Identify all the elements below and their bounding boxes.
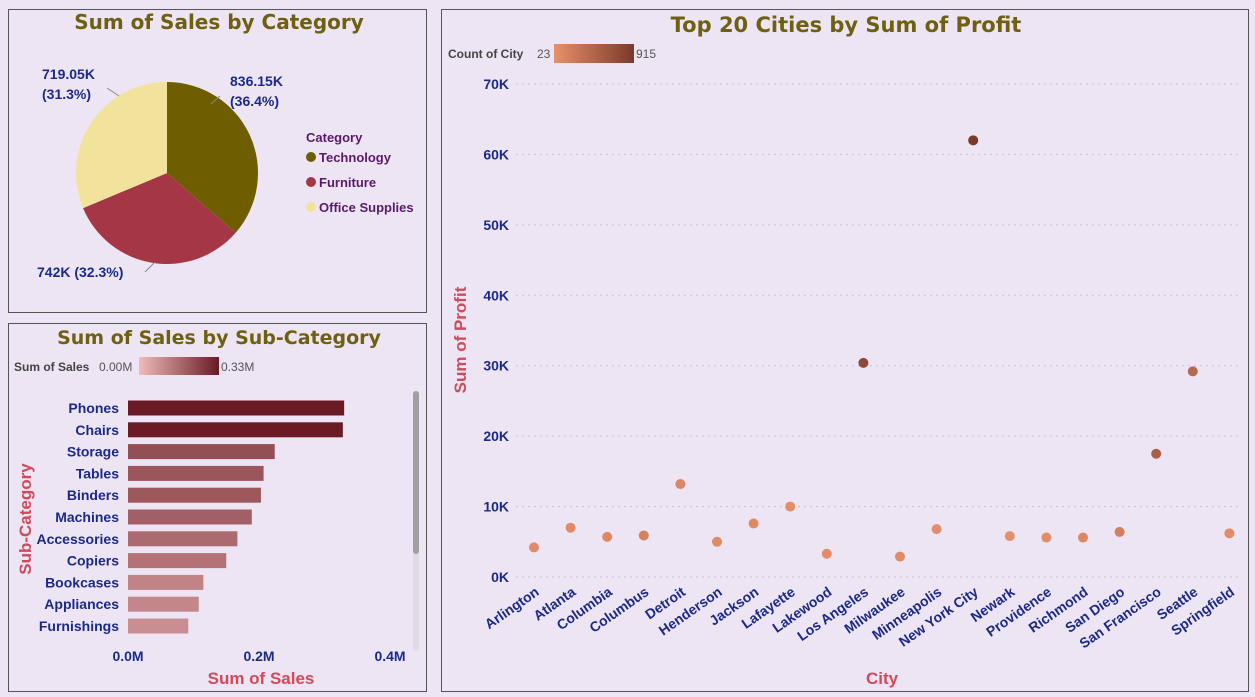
bar-chart-panel: Sum of Sales by Sub-Category Sum of Sale… — [8, 323, 427, 692]
pie-data-label-percent: (36.4%) — [230, 93, 279, 109]
scatter-point-seattle[interactable] — [1187, 366, 1198, 377]
scrollbar-thumb[interactable] — [413, 391, 419, 554]
pie-legend-marker — [306, 177, 316, 187]
bar-legend-min: 0.00M — [99, 360, 132, 374]
pie-legend-marker — [306, 152, 316, 162]
pie-data-label: 719.05K — [42, 66, 95, 82]
bar-machines[interactable] — [128, 509, 252, 525]
pie-slice-technology[interactable] — [167, 82, 259, 233]
bar-y-axis-title: Sub-Category — [16, 463, 35, 575]
scatter-point-lafayette[interactable] — [785, 501, 796, 512]
scatter-y-tick: 60K — [483, 146, 509, 162]
bar-category-label: Chairs — [75, 422, 119, 438]
scatter-legend-gradient — [554, 44, 634, 63]
scatter-point-columbia[interactable] — [602, 531, 613, 542]
pie-title: Sum of Sales by Category — [74, 10, 364, 34]
scatter-point-atlanta[interactable] — [565, 522, 576, 533]
scatter-y-tick: 0K — [491, 569, 509, 585]
pie-legend-item[interactable]: Office Supplies — [319, 200, 414, 215]
bar-phones[interactable] — [128, 400, 345, 416]
bar-chairs[interactable] — [128, 422, 343, 438]
scatter-point-milwaukee[interactable] — [895, 551, 905, 562]
bar-category-label: Furnishings — [39, 618, 119, 634]
scatter-y-tick: 30K — [483, 358, 509, 374]
bar-title: Sum of Sales by Sub-Category — [57, 327, 381, 349]
scatter-point-henderson[interactable] — [712, 536, 722, 547]
bar-x-tick: 0.2M — [243, 648, 274, 664]
pie-leader-line — [144, 261, 156, 273]
bar-binders[interactable] — [128, 487, 261, 503]
scatter-legend-max: 915 — [636, 47, 656, 61]
bar-category-label: Binders — [67, 487, 119, 503]
scatter-point-jackson[interactable] — [748, 518, 759, 529]
pie-legend-title: Category — [306, 130, 363, 145]
bar-x-tick: 0.0M — [112, 648, 143, 664]
bar-category-label: Accessories — [36, 531, 119, 547]
bar-x-tick: 0.4M — [374, 648, 405, 664]
scatter-point-newark[interactable] — [1004, 531, 1015, 542]
scatter-point-los-angeles[interactable] — [858, 357, 869, 368]
pie-data-label: 836.15K — [230, 73, 283, 89]
pie-chart: Sum of Sales by Category 836.15K (36.4%) 7… — [37, 10, 414, 280]
scatter-point-lakewood[interactable] — [821, 548, 832, 559]
pie-slice-office-supplies[interactable] — [76, 82, 167, 209]
pie-chart-panel: Sum of Sales by Category 836.15K (36.4%) 7… — [8, 9, 427, 313]
pie-legend-item[interactable]: Furniture — [319, 175, 376, 190]
scatter-legend-min: 23 — [537, 47, 551, 61]
scatter-point-richmond[interactable] — [1078, 532, 1088, 543]
scatter-point-providence[interactable] — [1041, 532, 1052, 543]
bar-x-axis-title: Sum of Sales — [208, 669, 315, 688]
bar-appliances[interactable] — [128, 596, 199, 612]
bar-legend-max: 0.33M — [221, 360, 254, 374]
scatter-point-san-francisco[interactable] — [1151, 448, 1162, 459]
bar-category-label: Bookcases — [45, 574, 119, 590]
scatter-y-tick: 10K — [483, 499, 509, 515]
pie-leader-line — [210, 95, 221, 105]
bar-category-label: Appliances — [44, 596, 119, 612]
bar-furnishings[interactable] — [128, 618, 189, 634]
scatter-y-tick: 50K — [483, 217, 509, 233]
scatter-point-new-york-city[interactable] — [968, 135, 979, 146]
bar-category-label: Storage — [67, 444, 119, 460]
bar-legend-label: Sum of Sales — [14, 360, 90, 374]
pie-legend-marker — [306, 202, 316, 212]
scatter-x-axis-title: City — [866, 669, 899, 688]
scatter-chart-panel: Top 20 Cities by Sum of Profit Count of … — [441, 9, 1249, 692]
scatter-y-axis-title: Sum of Profit — [451, 286, 470, 393]
scatter-legend-label: Count of City — [448, 47, 524, 61]
bar-category-label: Copiers — [67, 553, 119, 569]
pie-data-label-percent: (31.3%) — [42, 86, 91, 102]
pie-legend-item[interactable]: Technology — [319, 150, 392, 165]
bar-copiers[interactable] — [128, 553, 227, 569]
pie-leader-line — [106, 87, 120, 97]
bar-category-label: Phones — [68, 400, 119, 416]
bar-legend-gradient — [139, 357, 219, 375]
bar-category-label: Machines — [55, 509, 119, 525]
scatter-point-springfield[interactable] — [1224, 528, 1235, 539]
bar-chart: Sum of Sales by Sub-Category Sum of Sale… — [14, 327, 419, 688]
scatter-point-san-diego[interactable] — [1114, 526, 1125, 537]
scatter-point-minneapolis[interactable] — [931, 524, 942, 535]
scatter-point-detroit[interactable] — [675, 479, 686, 490]
bar-accessories[interactable] — [128, 531, 238, 547]
scatter-y-tick: 40K — [483, 287, 509, 303]
scatter-point-arlington[interactable] — [529, 542, 539, 553]
bar-tables[interactable] — [128, 465, 264, 481]
bar-storage[interactable] — [128, 444, 275, 460]
scatter-y-tick: 20K — [483, 428, 509, 444]
pie-data-label: 742K (32.3%) — [37, 264, 123, 280]
scatter-chart: Top 20 Cities by Sum of Profit Count of … — [448, 13, 1242, 688]
scatter-y-tick: 70K — [483, 76, 509, 92]
pie-slice-furniture[interactable] — [83, 173, 236, 265]
scatter-point-columbus[interactable] — [638, 530, 649, 541]
scatter-title: Top 20 Cities by Sum of Profit — [671, 13, 1022, 37]
bar-category-label: Tables — [76, 465, 120, 481]
bar-bookcases[interactable] — [128, 574, 204, 590]
